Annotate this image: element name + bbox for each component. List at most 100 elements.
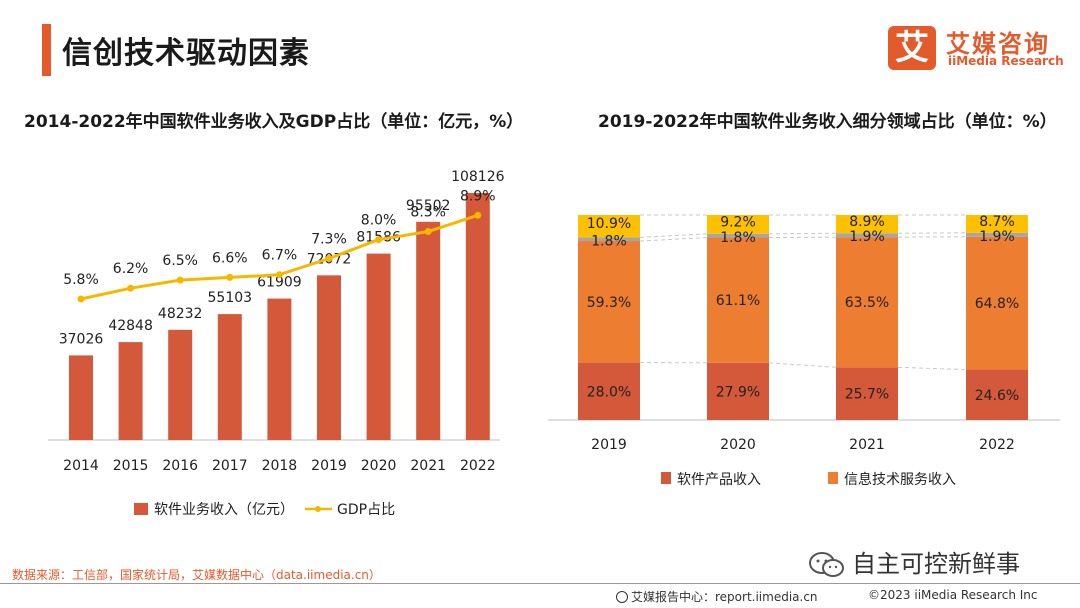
- left-x-tick-label: 2014: [63, 458, 99, 474]
- segment-bar: [966, 232, 1028, 237]
- segment-bar: [836, 367, 898, 420]
- segment-value-label: 10.9%: [587, 216, 631, 232]
- revenue-bar-label: 61909: [257, 275, 302, 291]
- right-chart-title: 2019-2022年中国软件业务收入细分领域占比（单位：%）: [598, 112, 1057, 132]
- revenue-bar-label: 37026: [59, 331, 104, 347]
- wechat-account-name: 自主可控新鲜事: [852, 550, 1020, 578]
- legend-product-label: 软件产品收入: [677, 472, 761, 488]
- gdp-share-point: [127, 284, 135, 292]
- segment-value-label: 64.8%: [975, 296, 1019, 312]
- segment-bar: [707, 233, 769, 238]
- legend-revenue-swatch: [134, 503, 148, 515]
- gdp-share-point: [176, 276, 184, 284]
- gdp-share-point: [226, 273, 234, 281]
- left-x-tick-label: 2021: [410, 458, 446, 474]
- segment-value-label: 27.9%: [716, 384, 760, 400]
- left-x-tick-label: 2020: [361, 458, 397, 474]
- segment-connector: [768, 362, 837, 368]
- left-x-tick-label: 2018: [262, 458, 298, 474]
- gdp-share-point: [275, 271, 283, 279]
- revenue-bar: [118, 342, 143, 440]
- revenue-bar: [465, 192, 490, 440]
- globe-icon: [616, 591, 628, 603]
- wechat-watermark: 自主可控新鲜事: [808, 544, 1020, 579]
- logo-name-cn: 艾媒咨询: [946, 30, 1050, 58]
- legend-gdp-marker: [315, 506, 321, 512]
- segment-value-label: 1.9%: [979, 229, 1015, 245]
- revenue-bar: [366, 253, 391, 440]
- gdp-share-label: 6.5%: [162, 253, 198, 269]
- footer-report-site: 艾媒报告中心：report.iimedia.cn: [616, 588, 818, 605]
- gdp-share-point: [424, 228, 432, 235]
- segment-bar: [578, 237, 640, 242]
- segment-bar: [836, 215, 898, 234]
- report-site-text: 艾媒报告中心：report.iimedia.cn: [631, 590, 818, 604]
- iimedia-logo: 艾 艾媒咨询 iiMedia Research: [888, 22, 1068, 72]
- segment-bar: [707, 237, 769, 363]
- segment-connector: [639, 237, 708, 242]
- segment-value-label: 1.8%: [720, 230, 756, 246]
- segment-bar: [707, 215, 769, 234]
- segment-connector: [768, 232, 837, 235]
- left-chart-title: 2014-2022年中国软件业务收入及GDP占比（单位：亿元，%）: [24, 112, 524, 132]
- right-x-tick-label: 2022: [979, 437, 1015, 453]
- segment-bar: [578, 215, 640, 238]
- gdp-share-label: 5.8%: [63, 272, 99, 288]
- segment-bar: [836, 237, 898, 368]
- left-x-tick-label: 2019: [311, 458, 347, 474]
- gdp-share-label: 6.2%: [113, 261, 149, 277]
- wechat-icon: [809, 552, 844, 577]
- gdp-share-label: 8.9%: [460, 188, 496, 204]
- page-title: 信创技术驱动因素: [62, 36, 310, 71]
- footer-divider: [0, 583, 1080, 584]
- logo-mark-icon: 艾: [888, 26, 936, 70]
- legend-service-label: 信息技术服务收入: [844, 471, 956, 488]
- segment-value-label: 8.7%: [979, 214, 1015, 230]
- gdp-share-label: 8.0%: [361, 213, 397, 229]
- segment-bar: [836, 233, 898, 238]
- revenue-gdp-chart: 37026 2014 42848 2015 48232 2016 55103 2017 6190…: [48, 169, 505, 518]
- footer-copyright: ©2023 iiMedia Research Inc: [868, 588, 1038, 602]
- left-x-tick-label: 2017: [212, 458, 248, 474]
- revenue-bar-label: 55103: [208, 290, 253, 306]
- segment-bar: [966, 236, 1028, 370]
- legend-revenue-label: 软件业务收入（亿元）: [154, 502, 294, 518]
- revenue-bar-label: 95502: [406, 198, 451, 214]
- segment-value-label: 1.8%: [591, 233, 627, 249]
- right-x-tick-label: 2019: [591, 437, 627, 453]
- segment-value-label: 28.0%: [587, 384, 631, 400]
- segment-value-label: 25.7%: [845, 387, 889, 403]
- left-x-tick-label: 2022: [460, 458, 496, 474]
- segment-value-label: 1.9%: [849, 229, 885, 245]
- segment-bar: [578, 241, 640, 363]
- revenue-bar: [416, 221, 441, 440]
- revenue-segment-chart: 2019 2020 2021 202228.0%59.3%1.8%10.9%27.9%…: [548, 214, 1060, 488]
- revenue-bar: [267, 298, 292, 440]
- segment-value-label: 9.2%: [720, 214, 756, 230]
- right-x-tick-label: 2020: [720, 437, 756, 453]
- legend-service-swatch: [828, 472, 838, 484]
- gdp-share-label: 7.3%: [311, 232, 347, 248]
- legend-product-swatch: [661, 472, 671, 484]
- segment-connector: [897, 366, 967, 371]
- segment-connector: [639, 233, 708, 238]
- revenue-bar: [69, 355, 93, 440]
- legend-gdp-label: GDP占比: [337, 502, 395, 518]
- segment-value-label: 59.3%: [587, 295, 631, 311]
- segment-bar: [707, 362, 769, 420]
- gdp-share-label: 6.6%: [212, 250, 248, 266]
- title-accent-bar: [42, 24, 51, 76]
- gdp-share-label: 6.7%: [262, 248, 298, 264]
- segment-bar: [578, 362, 640, 420]
- segment-value-label: 24.6%: [975, 388, 1019, 404]
- right-x-tick-label: 2021: [849, 437, 885, 453]
- segment-value-label: 63.5%: [845, 295, 889, 311]
- gdp-share-point: [77, 295, 85, 303]
- left-x-tick-label: 2016: [162, 458, 198, 474]
- segment-value-label: 8.9%: [849, 214, 885, 230]
- revenue-bar: [217, 314, 242, 440]
- gdp-share-point: [325, 255, 333, 262]
- segment-bar: [966, 215, 1028, 233]
- gdp-share-label: 8.3%: [410, 205, 446, 221]
- gdp-share-point: [375, 236, 383, 244]
